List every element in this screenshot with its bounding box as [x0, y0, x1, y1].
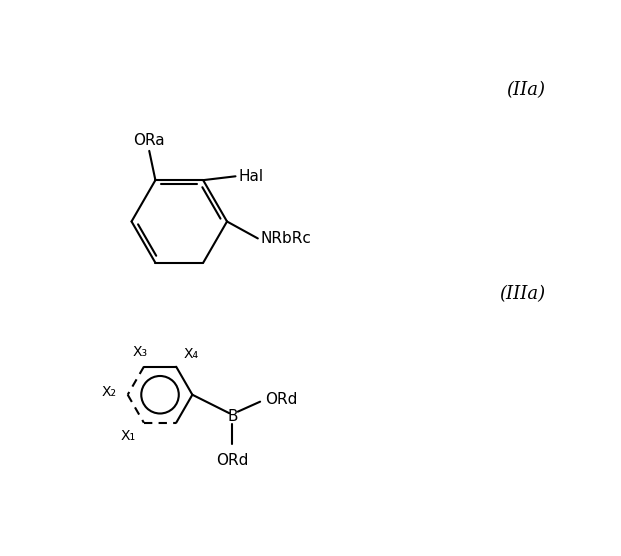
Text: ORa: ORa — [134, 133, 165, 148]
Text: X₃: X₃ — [132, 345, 148, 359]
Text: ORd: ORd — [216, 453, 248, 468]
Text: NRbRc: NRbRc — [261, 231, 312, 246]
Text: Hal: Hal — [238, 169, 264, 184]
Text: X₂: X₂ — [102, 385, 117, 399]
Text: (IIIa): (IIIa) — [499, 285, 545, 304]
Text: X₄: X₄ — [184, 346, 199, 361]
Text: ORd: ORd — [265, 392, 297, 407]
Text: B: B — [227, 409, 238, 424]
Text: (IIa): (IIa) — [506, 81, 545, 98]
Text: X₁: X₁ — [121, 429, 136, 443]
